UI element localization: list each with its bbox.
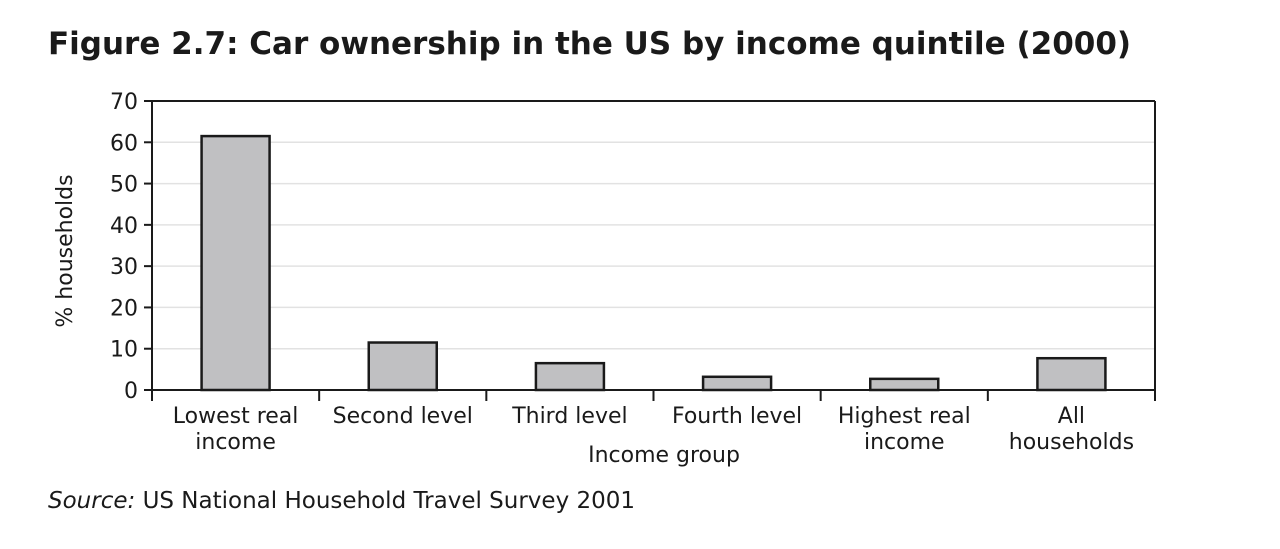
y-tick-label: 0	[124, 379, 138, 404]
bar	[200, 134, 271, 392]
source-text: US National Household Travel Survey 2001	[142, 488, 636, 514]
y-axis-title: % households	[53, 174, 78, 327]
x-tick-label: households	[1009, 430, 1134, 455]
y-tick-label: 20	[110, 296, 138, 321]
y-tick-label: 70	[110, 90, 138, 115]
bar	[1036, 356, 1107, 392]
source-prefix: Source:	[48, 488, 136, 514]
x-tick-label: Fourth level	[672, 404, 802, 429]
y-tick-label: 40	[110, 214, 138, 239]
x-tick-label: Second level	[333, 404, 473, 429]
bar	[869, 377, 940, 392]
y-tick-label: 50	[110, 173, 138, 198]
x-tick-label: income	[195, 430, 276, 455]
x-tick-label: income	[864, 430, 945, 455]
source-note: Source: US National Household Travel Sur…	[48, 488, 635, 514]
bar	[534, 361, 606, 392]
y-tick-label: 60	[110, 131, 138, 156]
figure-title: Figure 2.7: Car ownership in the US by i…	[48, 26, 1132, 62]
y-tick-label: 30	[110, 255, 138, 280]
x-axis-title: Income group	[588, 443, 740, 468]
x-tick-label: All	[1058, 404, 1085, 429]
x-tick-label: Third level	[511, 404, 627, 429]
bar	[701, 375, 773, 392]
bar	[367, 341, 438, 392]
x-tick-label: Lowest real	[173, 404, 299, 429]
x-tick-label: Highest real	[838, 404, 971, 429]
y-tick-label: 10	[110, 338, 138, 363]
